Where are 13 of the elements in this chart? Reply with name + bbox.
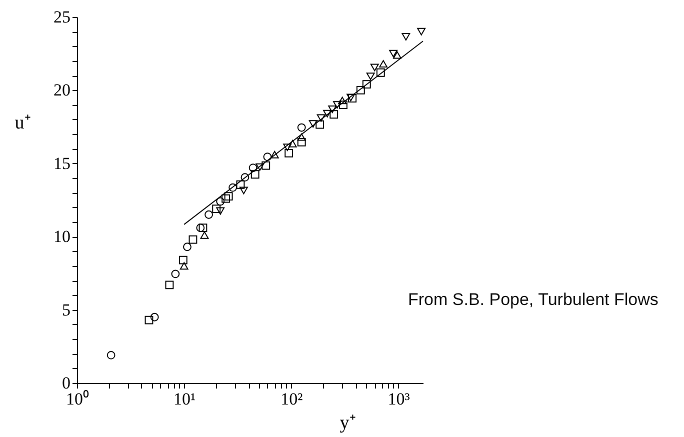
y-axis-title: u⁺ — [14, 112, 30, 134]
y-tick-label: 5 — [62, 300, 70, 320]
y-tick-label: 0 — [62, 374, 70, 392]
annotation: From S.B. Pope, Turbulent Flows — [408, 290, 658, 310]
y-tick-label: 10 — [54, 227, 70, 246]
x-tick-label: 10³ — [388, 390, 410, 408]
x-tick-label: 10² — [280, 390, 303, 408]
x-tick-label: 10¹ — [174, 390, 196, 408]
x-axis-title: y⁺ — [340, 412, 356, 434]
y-tick-label: 15 — [54, 154, 70, 173]
x-tick-label: 10⁰ — [66, 390, 89, 408]
y-tick-label: 25 — [54, 8, 70, 26]
y-tick-label: 20 — [54, 80, 70, 100]
